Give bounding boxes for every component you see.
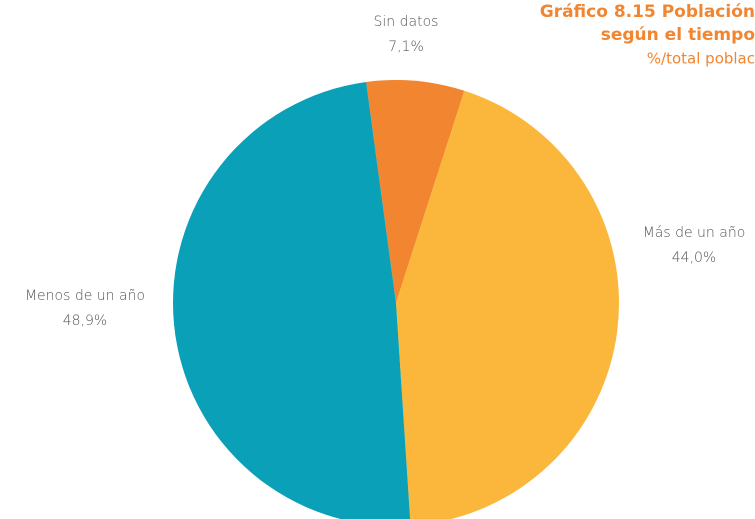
slice-value-label: 44,0% — [672, 250, 716, 266]
slice-label: Menos de un año — [25, 288, 145, 304]
slice-value-label: 7,1% — [388, 39, 424, 55]
chart-subtitle: %/total poblac — [647, 50, 755, 68]
pie-slice — [173, 82, 411, 519]
pie-slice — [366, 80, 465, 303]
pie-slice — [396, 90, 619, 519]
slice-label: Más de un año — [643, 225, 746, 241]
chart-title: Gráfico 8.15 Población — [540, 2, 755, 22]
slice-value-label: 48,9% — [63, 313, 107, 329]
chart-title: según el tiempo — [601, 25, 755, 45]
slice-label: Sin datos — [374, 14, 439, 30]
